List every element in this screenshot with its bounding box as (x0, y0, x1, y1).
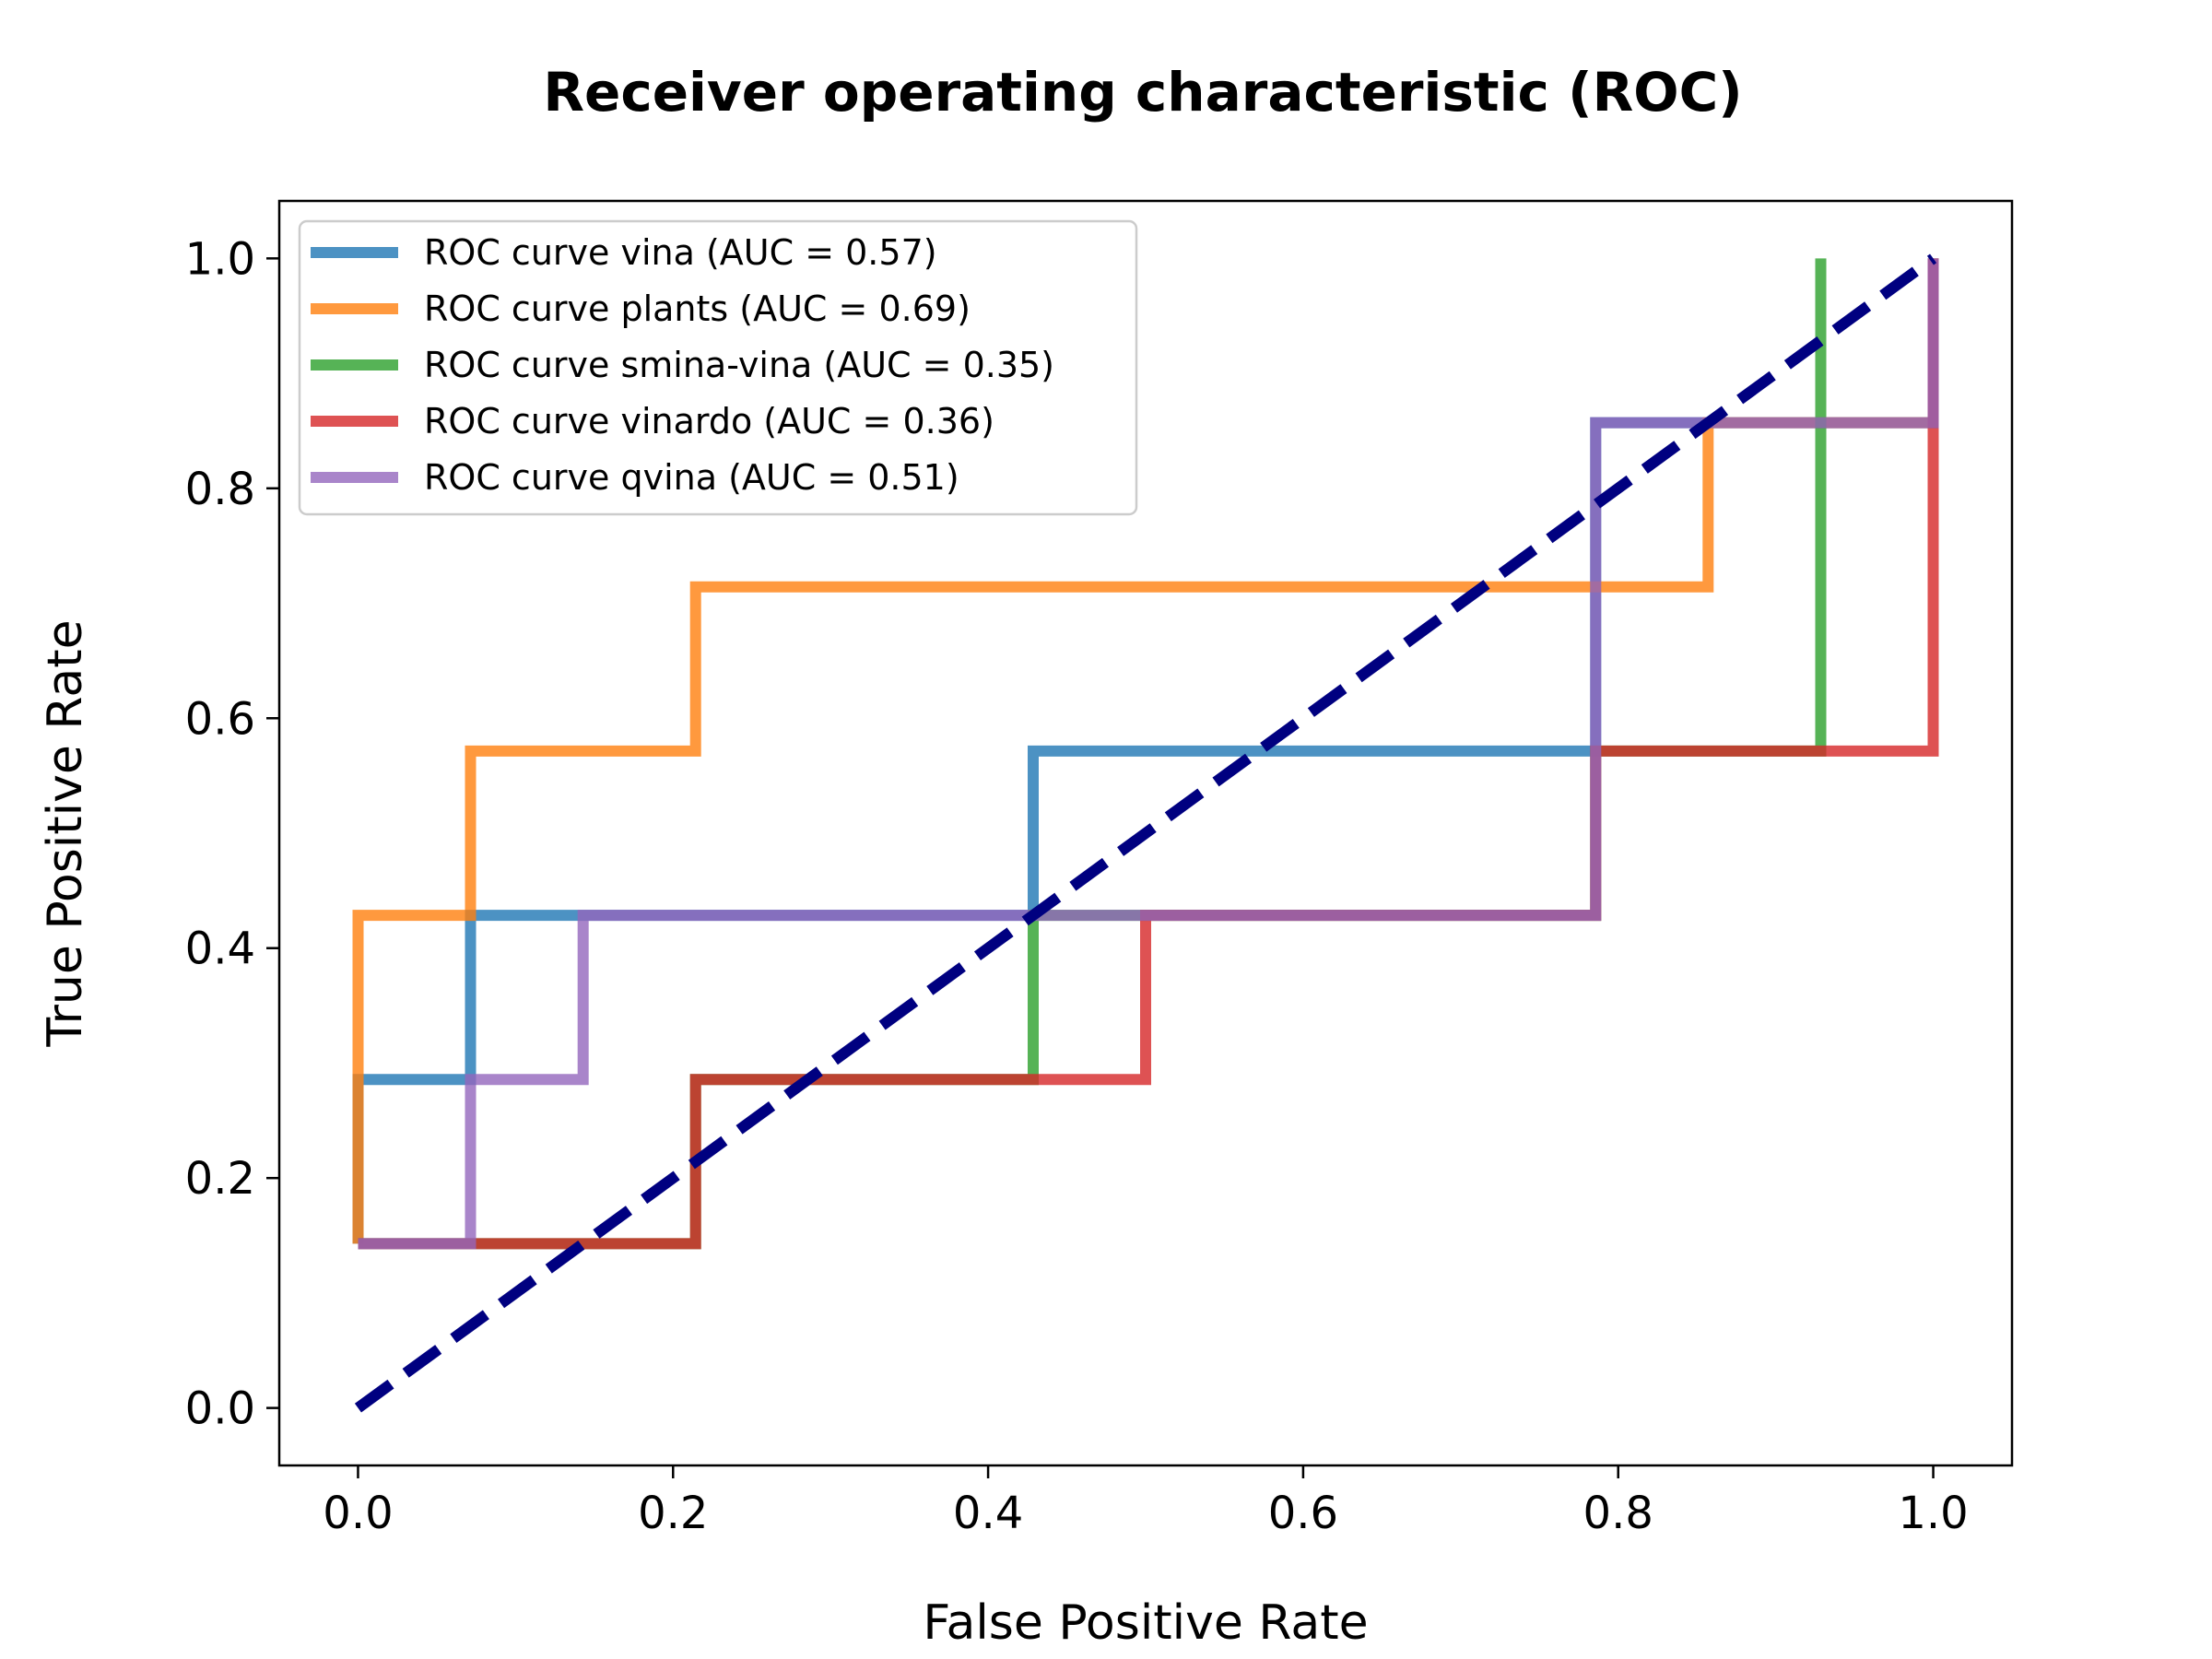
legend-entry: ROC curve plants (AUC = 0.69) (424, 288, 971, 329)
x-tick-label: 0.8 (1583, 1488, 1653, 1539)
y-tick-label: 0.6 (185, 693, 255, 745)
x-tick-label: 1.0 (1898, 1488, 1968, 1539)
x-tick-label: 0.6 (1268, 1488, 1338, 1539)
x-axis-ticks: 0.0 0.2 0.4 0.6 0.8 1.0 (323, 1465, 1969, 1539)
y-axis-label: True Positive Rate (38, 619, 93, 1047)
y-tick-label: 0.0 (185, 1383, 255, 1435)
x-tick-label: 0.2 (638, 1488, 708, 1539)
chart-title: Receiver operating characteristic (ROC) (543, 61, 1742, 124)
legend-box (298, 219, 1138, 516)
y-axis-ticks: 0.0 0.2 0.4 0.6 0.8 1.0 (185, 233, 279, 1435)
legend-entry: ROC curve qvina (AUC = 0.51) (424, 457, 959, 498)
y-tick-label: 0.8 (185, 464, 255, 515)
roc-series-4 (358, 258, 1939, 1250)
legend: ROC curve vina (AUC = 0.57) ROC curve pla… (298, 219, 1138, 516)
legend-entry: ROC curve vinardo (AUC = 0.36) (424, 401, 994, 441)
plot-frame (277, 199, 2014, 1467)
y-tick-label: 1.0 (185, 233, 255, 285)
x-axis-label: False Positive Rate (923, 1595, 1368, 1651)
reference-line-group (354, 253, 1937, 1413)
y-tick-label: 0.2 (185, 1153, 255, 1205)
x-tick-label: 0.0 (323, 1488, 393, 1539)
y-tick-label: 0.4 (185, 924, 255, 975)
legend-entry: ROC curve vina (AUC = 0.57) (424, 232, 937, 273)
x-tick-label: 0.4 (953, 1488, 1023, 1539)
chance-reference-line (354, 253, 1937, 1413)
legend-entry: ROC curve smina-vina (AUC = 0.35) (424, 345, 1054, 385)
